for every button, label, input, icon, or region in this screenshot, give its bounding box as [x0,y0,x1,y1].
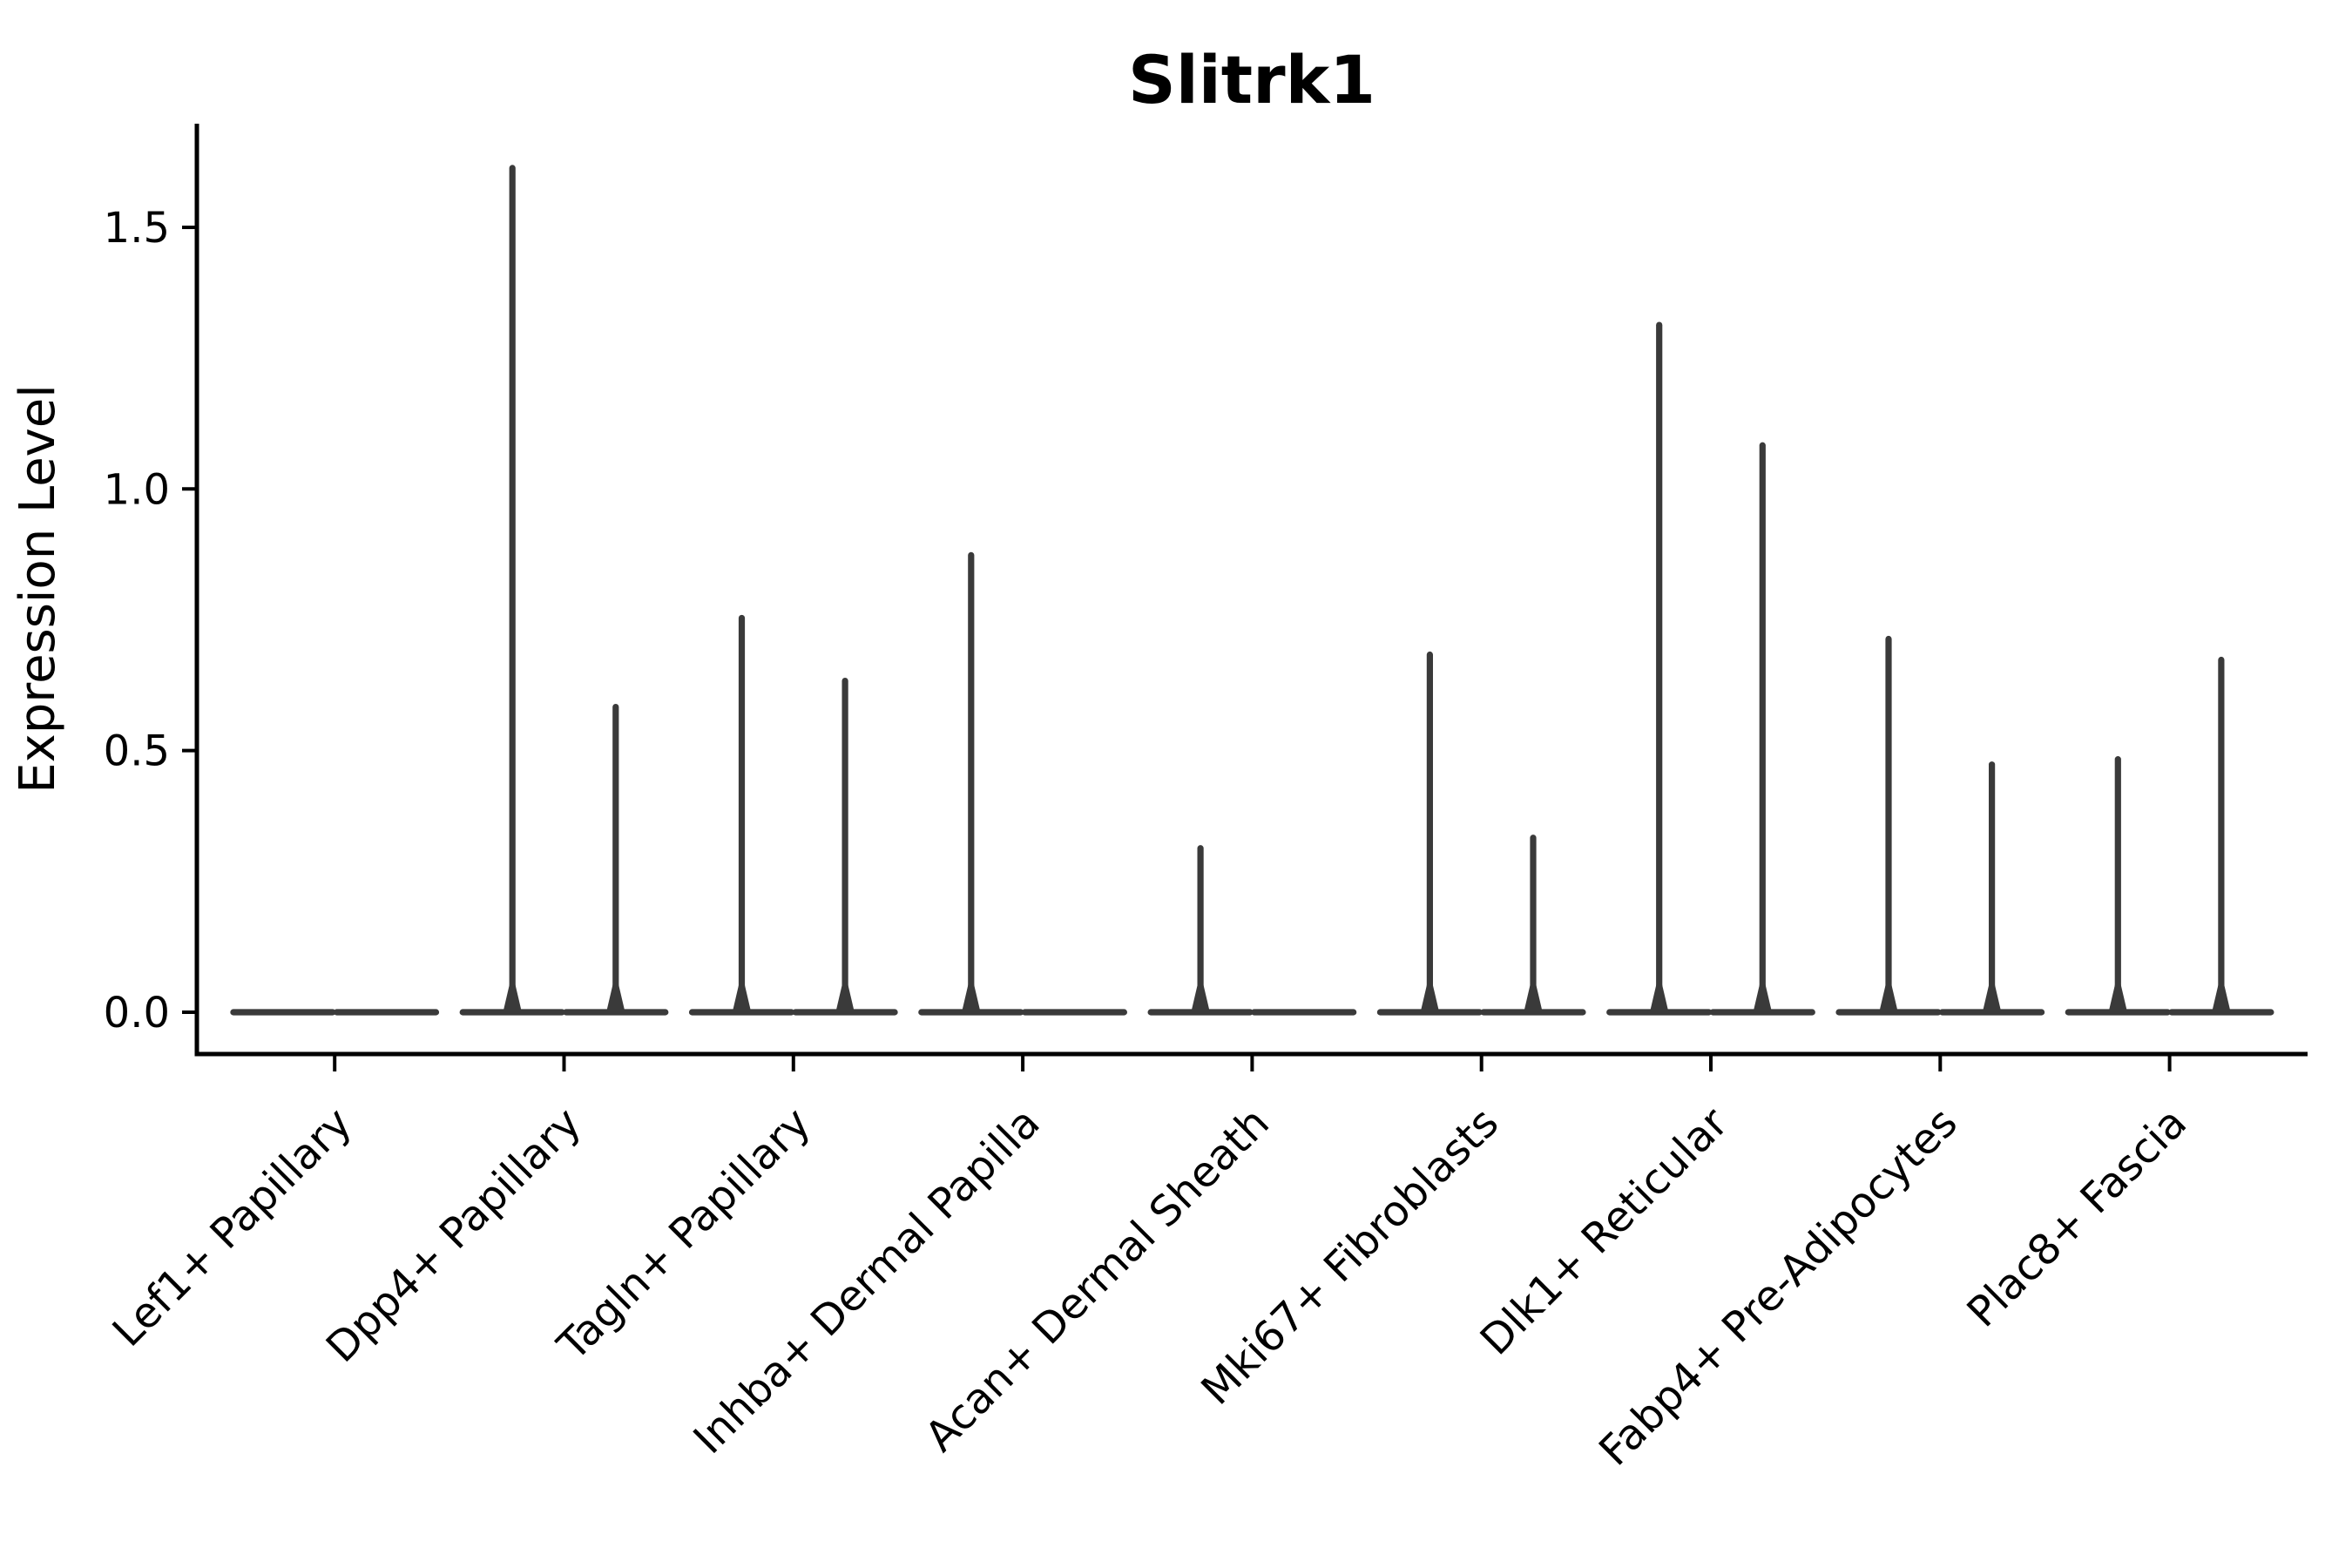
x-tick-label: Lef1+ Papillary [104,1098,362,1356]
x-tick-label: Dpp4+ Papillary [317,1098,591,1372]
plot-title: Slitrk1 [1128,41,1375,118]
x-tick-label: Plac8+ Fascia [1958,1098,2197,1337]
x-tick-label: Dlk1+ Reticular [1471,1098,1738,1365]
y-tick-label: 1.0 [104,465,170,514]
y-tick-label: 0.5 [104,727,170,776]
y-tick-label: 1.5 [104,204,170,253]
axes [182,124,2308,1071]
y-tick-label: 0.0 [104,989,170,1037]
y-tick-labels: 0.0 0.5 1.0 1.5 [104,204,170,1037]
violins [230,165,2274,1016]
x-tick-label: Tagln+ Papillary [548,1098,820,1370]
y-axis-label: Expression Level [10,384,66,794]
